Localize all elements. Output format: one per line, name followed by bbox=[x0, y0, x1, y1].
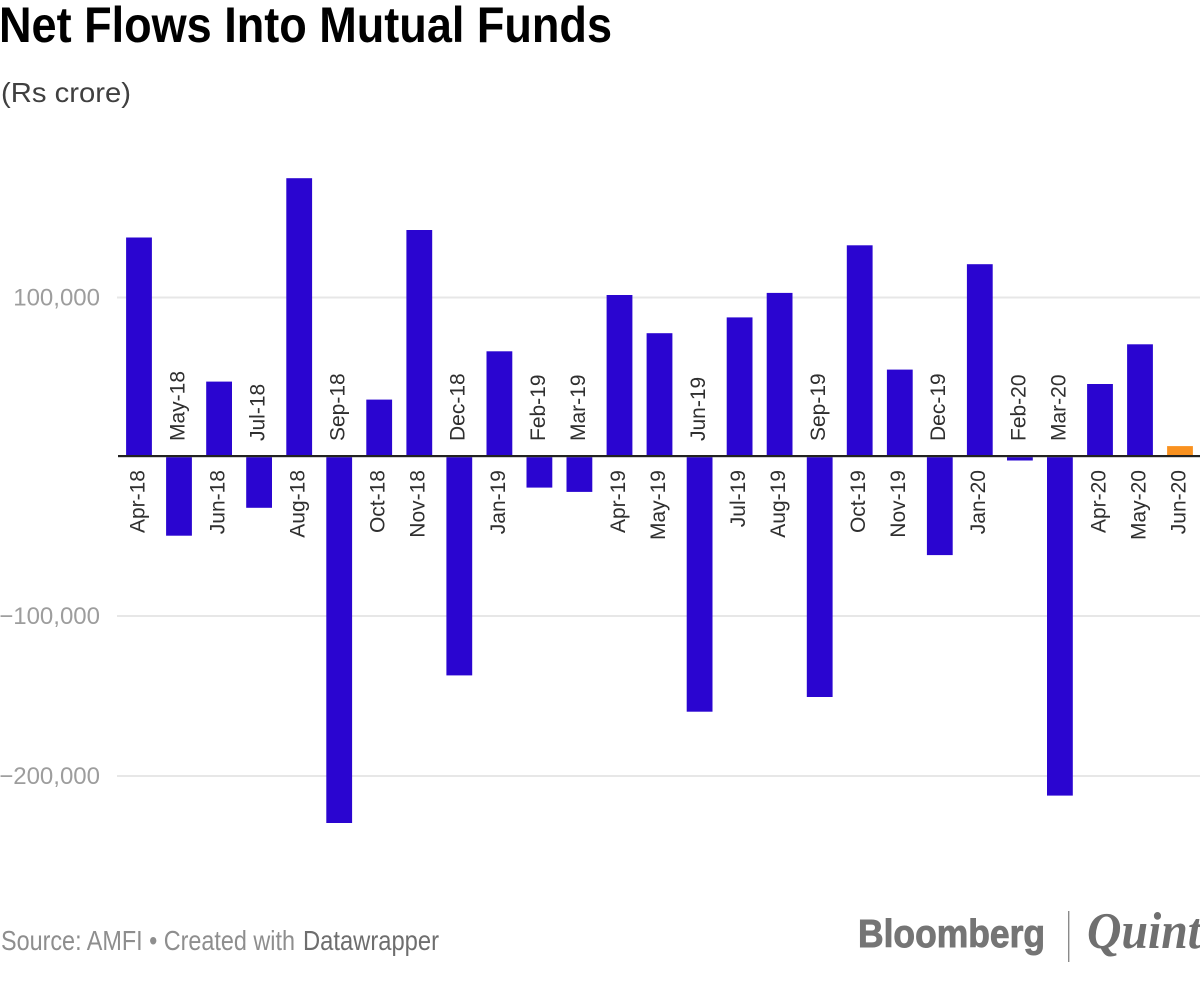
svg-text:Datawrapper: Datawrapper bbox=[303, 925, 439, 956]
svg-text:May-20: May-20 bbox=[1127, 470, 1150, 540]
svg-text:Sep-18: Sep-18 bbox=[327, 373, 350, 441]
svg-text:Nov-19: Nov-19 bbox=[887, 470, 910, 538]
svg-text:100,000: 100,000 bbox=[13, 285, 100, 312]
svg-text:Aug-19: Aug-19 bbox=[767, 470, 790, 538]
svg-text:Oct-19: Oct-19 bbox=[847, 470, 870, 533]
svg-text:Bloomberg: Bloomberg bbox=[858, 913, 1045, 956]
svg-text:Mar-19: Mar-19 bbox=[567, 374, 590, 441]
svg-text:Jun-19: Jun-19 bbox=[687, 377, 710, 441]
svg-text:May-18: May-18 bbox=[166, 371, 189, 441]
svg-text:Dec-19: Dec-19 bbox=[927, 373, 950, 441]
svg-text:Apr-18: Apr-18 bbox=[126, 470, 149, 533]
svg-text:Quint: Quint bbox=[1087, 903, 1200, 960]
svg-text:Jul-19: Jul-19 bbox=[727, 470, 750, 527]
svg-text:Mar-20: Mar-20 bbox=[1047, 374, 1070, 441]
svg-text:Oct-18: Oct-18 bbox=[367, 470, 390, 533]
svg-text:Jul-18: Jul-18 bbox=[247, 384, 270, 441]
svg-text:−100,000: −100,000 bbox=[0, 603, 100, 630]
svg-text:Jan-19: Jan-19 bbox=[487, 470, 510, 534]
svg-text:Sep-19: Sep-19 bbox=[807, 373, 830, 441]
svg-text:Dec-18: Dec-18 bbox=[447, 373, 470, 441]
svg-text:(Rs crore): (Rs crore) bbox=[1, 77, 131, 108]
svg-text:Apr-20: Apr-20 bbox=[1087, 470, 1110, 533]
svg-text:Net Flows Into Mutual Funds: Net Flows Into Mutual Funds bbox=[0, 0, 612, 53]
svg-text:Feb-19: Feb-19 bbox=[527, 374, 550, 441]
svg-text:Jun-18: Jun-18 bbox=[207, 470, 230, 534]
svg-text:Jun-20: Jun-20 bbox=[1167, 470, 1190, 534]
svg-text:Aug-18: Aug-18 bbox=[287, 470, 310, 538]
svg-text:Nov-18: Nov-18 bbox=[407, 470, 430, 538]
svg-text:Feb-20: Feb-20 bbox=[1007, 374, 1030, 441]
svg-text:Source: AMFI • Created with: Source: AMFI • Created with bbox=[1, 925, 295, 956]
svg-text:−200,000: −200,000 bbox=[0, 763, 100, 790]
svg-text:Jan-20: Jan-20 bbox=[967, 470, 990, 534]
svg-text:Apr-19: Apr-19 bbox=[607, 470, 630, 533]
svg-text:May-19: May-19 bbox=[647, 470, 670, 540]
